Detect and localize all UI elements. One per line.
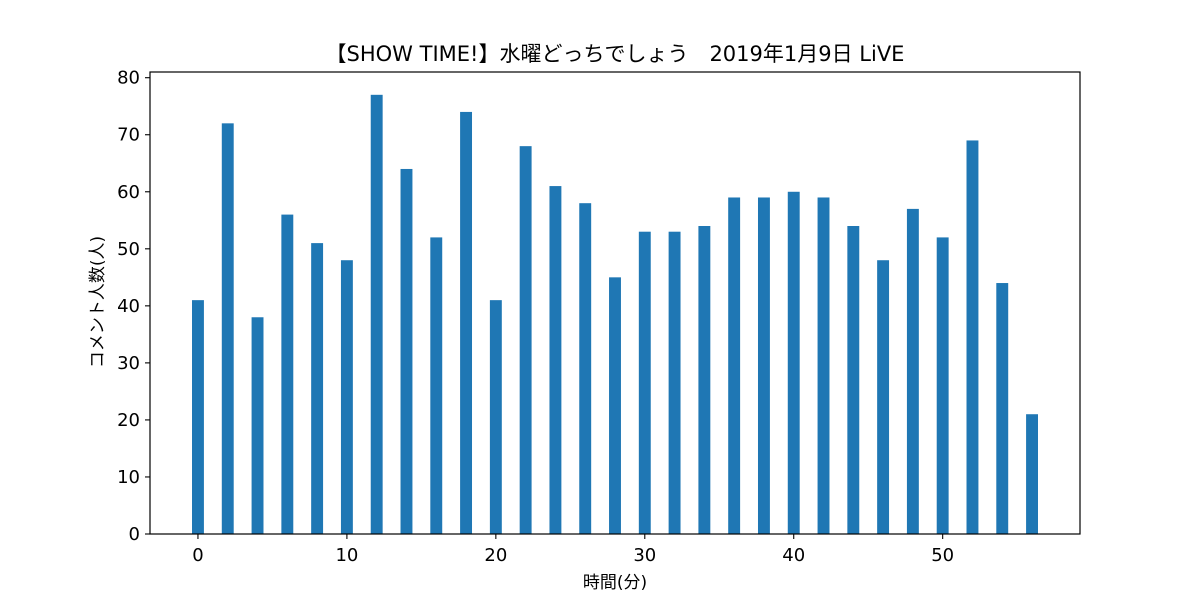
x-axis-label: 時間(分) [583,573,647,593]
bar-22 [519,146,532,535]
y-tick-label: 10 [117,467,140,488]
bar-44 [847,226,860,534]
bar-24 [549,186,562,534]
bar-28 [609,277,621,534]
bar-36 [728,197,741,534]
bar-56 [1026,414,1038,534]
bar-40 [787,191,800,534]
bar-14 [400,168,413,535]
bar-30 [638,231,651,534]
y-tick-label: 50 [117,239,140,260]
bar-32 [668,231,681,534]
bar-8 [311,243,324,534]
y-axis: 0 10 20 30 40 50 60 70 80 [117,68,150,545]
bar-2 [221,123,234,534]
chart-title: 【SHOW TIME!】水曜どっちでしょう 2019年1月9日 LiVE [326,42,905,66]
bar-18 [460,111,473,534]
bar-52 [966,140,979,534]
bar-10 [340,260,353,534]
bar-20 [489,300,502,534]
y-tick-label: 70 [117,125,140,146]
x-tick-label: 10 [335,545,358,566]
bar-38 [757,197,770,534]
y-tick-label: 30 [117,353,140,374]
bar-46 [877,260,890,534]
y-tick-label: 40 [117,296,140,317]
bar-16 [430,237,443,534]
x-tick-label: 50 [931,545,954,566]
y-tick-label: 60 [117,182,140,203]
bars [192,94,1038,535]
bar-34 [698,226,711,534]
plot-frame [149,71,1081,535]
bar-4 [251,317,264,534]
bar-26 [579,203,592,534]
x-axis: 0 10 20 30 40 50 [192,534,954,566]
x-tick-label: 40 [782,545,805,566]
bar-54 [996,283,1009,534]
x-tick-label: 0 [192,545,203,566]
bar-6 [281,214,294,534]
x-tick-label: 30 [633,545,656,566]
y-tick-label: 80 [117,68,140,89]
bar-42 [817,197,830,534]
x-tick-label: 20 [484,545,507,566]
bar-12 [370,94,383,534]
y-tick-label: 20 [117,410,140,431]
bar-50 [936,237,949,534]
y-tick-label: 0 [129,524,140,545]
y-axis-label: コメント人数(人) [88,236,108,368]
bar-0 [192,300,204,534]
bar-48 [906,208,919,534]
